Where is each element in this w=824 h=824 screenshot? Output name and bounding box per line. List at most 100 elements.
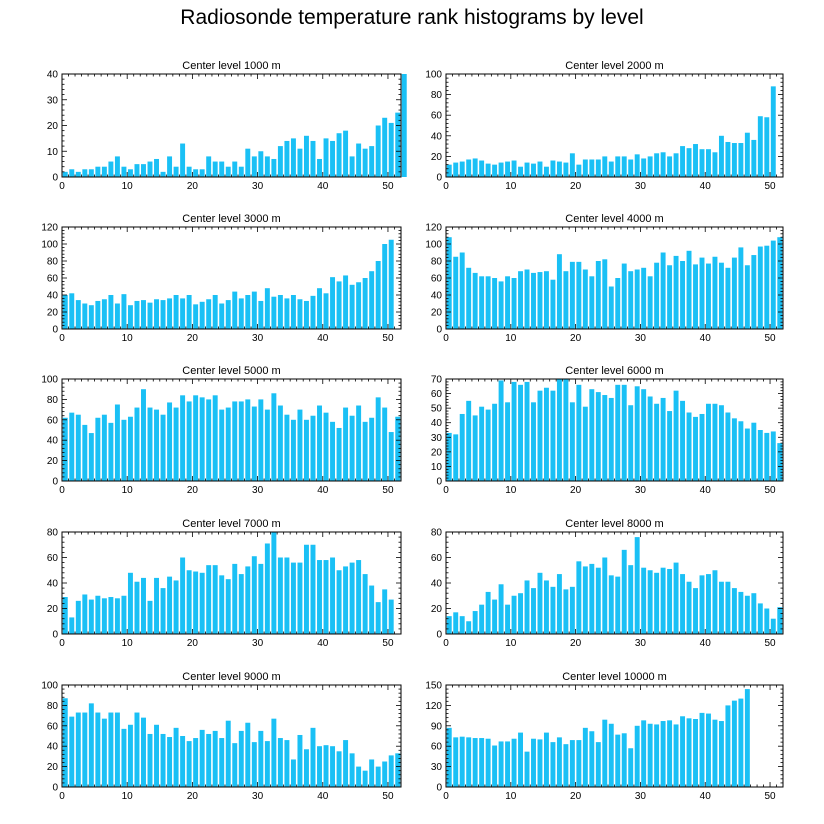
histogram-bar [706, 403, 711, 481]
histogram-bar [472, 415, 478, 481]
panel-title: Center level 8000 m [565, 518, 663, 530]
histogram-bar [147, 302, 153, 329]
y-tick-label: 40 [47, 436, 59, 447]
histogram-bar [180, 298, 186, 329]
y-tick-label: 60 [47, 274, 59, 285]
histogram-bar [479, 406, 485, 481]
histogram-bar [343, 407, 349, 481]
histogram-bar [641, 567, 647, 634]
histogram-bar [141, 577, 146, 634]
histogram-panel-6: Center level 7000 m 0 10 20 30 40 50 0 20 40 60 80 [47, 518, 402, 649]
histogram-bar [349, 415, 355, 481]
histogram-bar [673, 724, 679, 787]
histogram-bar [232, 161, 238, 177]
histogram-bar [121, 419, 127, 481]
histogram-bar [556, 574, 562, 634]
panel-title: Center level 6000 m [565, 365, 663, 377]
x-tick-label: 20 [570, 638, 582, 649]
histogram-bar [245, 295, 251, 329]
histogram-bar [388, 599, 394, 634]
histogram-bar [757, 246, 763, 329]
histogram-bar [212, 565, 218, 634]
figure-title: Radiosonde temperature rank histograms b… [180, 6, 644, 29]
histogram-bar [160, 300, 166, 329]
histogram-bar [108, 161, 114, 177]
histogram-bar [173, 727, 179, 787]
histogram-bar [770, 240, 776, 329]
histogram-bar [141, 164, 146, 178]
y-tick-label: 0 [52, 783, 58, 794]
histogram-bar [258, 730, 264, 787]
histogram-bar [595, 742, 601, 787]
histogram-bar [764, 245, 770, 329]
histogram-bar [225, 407, 231, 481]
histogram-bar [731, 257, 737, 329]
x-tick-label: 50 [764, 791, 776, 802]
histogram-bar [608, 723, 614, 787]
histogram-bar [212, 295, 218, 329]
histogram-bar [472, 272, 478, 329]
x-tick-label: 30 [252, 181, 264, 192]
y-tick-label: 40 [431, 131, 443, 142]
histogram-bar [615, 156, 621, 177]
histogram-bar [582, 159, 588, 177]
histogram-panel-1: Center level 2000 m 0 10 20 30 40 50 0 20 40 60 80 1… [425, 60, 784, 192]
histogram-bar [173, 407, 179, 481]
y-tick-label: 0 [436, 630, 442, 641]
histogram-bar [382, 589, 388, 635]
histogram-bar [634, 154, 640, 177]
histogram-bar [576, 384, 582, 481]
histogram-bar [466, 267, 472, 329]
histogram-bar [543, 732, 549, 787]
histogram-bar [69, 293, 75, 329]
histogram-bar [147, 600, 153, 634]
histogram-bar [576, 261, 582, 329]
histogram-bar [744, 595, 750, 634]
histogram-bar [362, 278, 368, 329]
histogram-bar [602, 259, 608, 329]
histogram-bar [751, 139, 757, 177]
x-tick-label: 50 [382, 791, 394, 802]
histogram-bar [725, 705, 731, 787]
histogram-bar [654, 403, 660, 481]
histogram-bar [284, 140, 290, 177]
x-tick-label: 50 [764, 333, 776, 344]
histogram-bar [505, 604, 511, 634]
x-tick-label: 20 [570, 485, 582, 496]
histogram-bar [186, 295, 192, 329]
y-tick-label: 20 [47, 762, 59, 773]
histogram-bar [323, 138, 329, 178]
histogram-bar [290, 562, 296, 634]
histogram-bar [712, 256, 718, 329]
histogram-bar [258, 151, 264, 177]
histogram-bar [69, 617, 75, 634]
histogram-bar [199, 572, 205, 634]
histogram-bar [725, 412, 731, 481]
histogram-bar [101, 414, 107, 481]
histogram-bar [641, 389, 647, 481]
x-tick-label: 0 [59, 638, 65, 649]
histogram-panel-4: Center level 5000 m 0 10 20 30 40 50 0 20 40 60 80 1… [41, 365, 402, 496]
histogram-bar [147, 407, 153, 481]
histogram-bar [550, 586, 556, 634]
histogram-bar [193, 395, 199, 481]
histogram-bar [550, 279, 556, 329]
histogram-bar [647, 156, 653, 177]
x-tick-label: 30 [252, 333, 264, 344]
histogram-bar [232, 291, 238, 329]
panel-title: Center level 3000 m [182, 213, 280, 225]
histogram-bar [199, 729, 205, 787]
histogram-bar [167, 298, 173, 329]
histogram-bar [524, 580, 530, 634]
histogram-bar [284, 557, 290, 634]
histogram-bar [492, 403, 498, 481]
y-tick-label: 20 [431, 447, 443, 458]
histogram-bar [310, 415, 316, 481]
histogram-bar [712, 719, 718, 787]
histogram-bar [660, 397, 666, 481]
histogram-bar [225, 166, 231, 177]
y-tick-label: 80 [431, 90, 443, 101]
histogram-bar [459, 252, 465, 329]
histogram-bar [82, 169, 88, 177]
histogram-bar [718, 405, 724, 481]
